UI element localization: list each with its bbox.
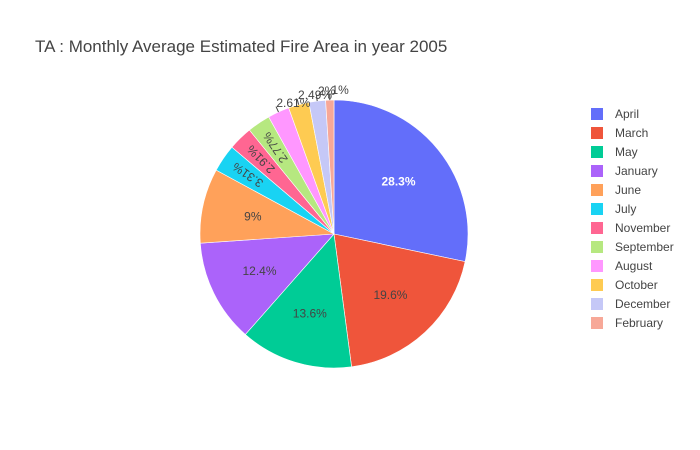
leader-line-august [275, 106, 279, 113]
slice-label-april: 28.3% [381, 175, 415, 189]
legend-swatch-july [591, 203, 603, 215]
slice-label-august: 2.61% [276, 96, 310, 110]
legend-label-november: November [615, 221, 670, 235]
slice-april[interactable] [333, 99, 469, 262]
legend-swatch-march [591, 127, 603, 139]
legend-label-may: May [615, 145, 638, 159]
legend-label-december: December [615, 297, 670, 311]
slice-label-january: 12.4% [242, 264, 276, 278]
legend-swatch-september [591, 241, 603, 253]
legend-label-june: June [615, 183, 641, 197]
slice-label-march: 19.6% [373, 288, 407, 302]
slice-label-october: 2.49% [298, 88, 332, 102]
legend-item-december[interactable]: December [591, 297, 670, 311]
legend-item-march[interactable]: March [591, 126, 648, 140]
legend-swatch-april [591, 108, 603, 120]
legend-label-september: September [615, 240, 674, 254]
legend-item-august[interactable]: August [591, 259, 653, 273]
slice-january[interactable] [199, 233, 335, 335]
slice-label-december: 2% [318, 84, 336, 98]
chart-title: TA : Monthly Average Estimated Fire Area… [35, 37, 447, 56]
slice-may[interactable] [244, 233, 352, 369]
pie-slices [199, 99, 469, 369]
legend-item-may[interactable]: May [591, 145, 638, 159]
legend-swatch-november [591, 222, 603, 234]
legend-item-april[interactable]: April [591, 107, 639, 121]
legend-label-april: April [615, 107, 639, 121]
legend-swatch-june [591, 184, 603, 196]
legend-swatch-august [591, 260, 603, 272]
legend-item-october[interactable]: October [591, 278, 658, 292]
legend-label-august: August [615, 259, 653, 273]
leader-line-december [315, 95, 318, 102]
legend-swatch-january [591, 165, 603, 177]
leader-line-october [296, 98, 300, 105]
legend-swatch-february [591, 317, 603, 329]
legend-item-july[interactable]: July [591, 202, 636, 216]
legend-item-june[interactable]: June [591, 183, 641, 197]
legend-label-february: February [615, 316, 663, 330]
slice-march[interactable] [333, 233, 466, 368]
legend: April March May January June July November Sept… [591, 107, 674, 330]
legend-swatch-may [591, 146, 603, 158]
slice-label-june: 9% [244, 209, 262, 223]
slice-label-may: 13.6% [293, 306, 327, 320]
legend-item-september[interactable]: September [591, 240, 674, 254]
slice-label-february: 1% [331, 83, 349, 97]
legend-swatch-october [591, 279, 603, 291]
legend-label-october: October [615, 278, 658, 292]
legend-swatch-december [591, 298, 603, 310]
legend-label-january: January [615, 164, 658, 178]
legend-item-november[interactable]: November [591, 221, 670, 235]
legend-item-january[interactable]: January [591, 164, 658, 178]
legend-item-february[interactable]: February [591, 316, 663, 330]
legend-label-march: March [615, 126, 648, 140]
legend-label-july: July [615, 202, 636, 216]
